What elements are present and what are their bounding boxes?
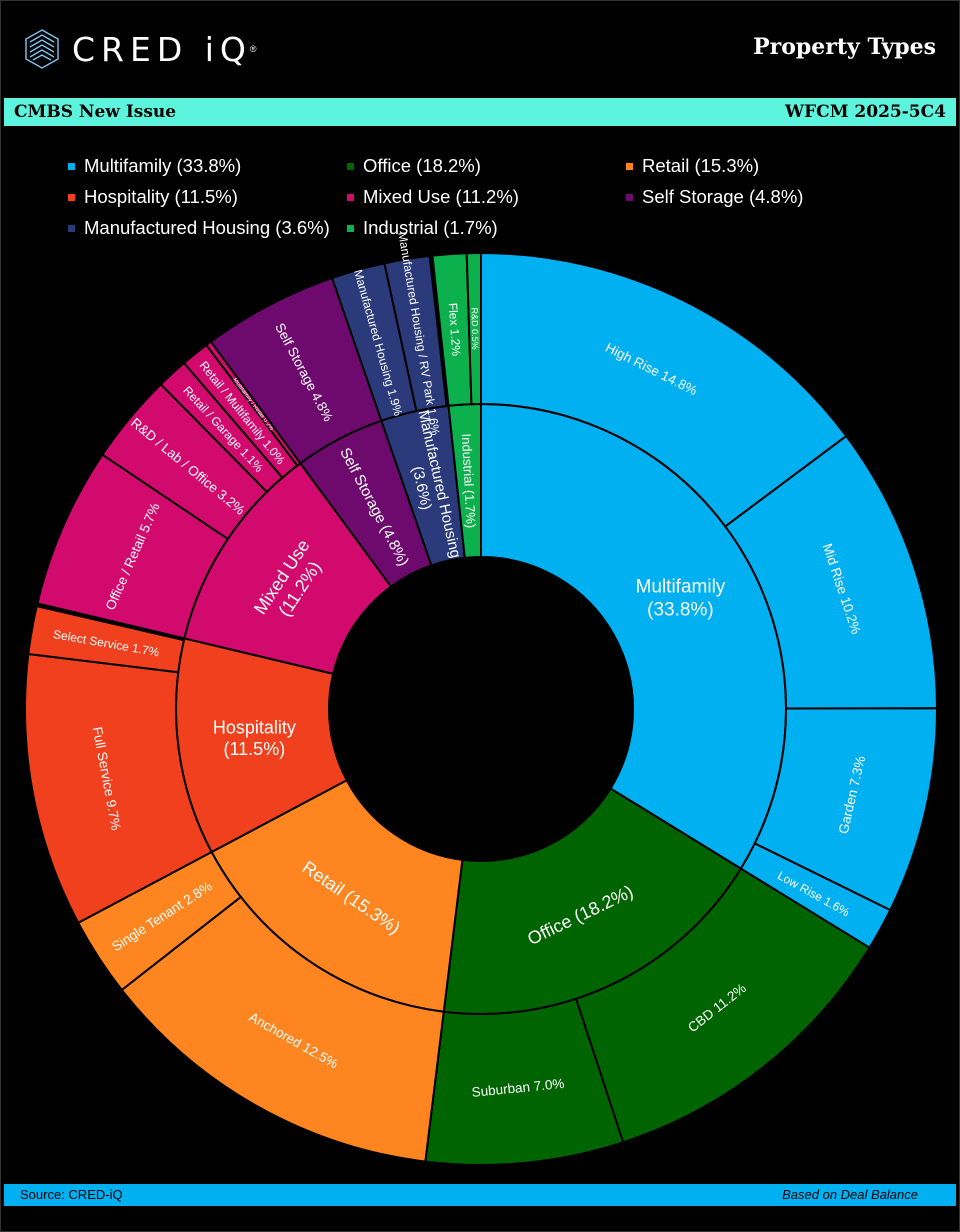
category-label-line: Hospitality — [213, 717, 296, 737]
legend-swatch — [68, 224, 75, 232]
legend-item: Retail (15.3%) — [626, 155, 759, 177]
legend-item: Industrial (1.7%) — [347, 217, 498, 239]
footer-bar: Source: CRED-iQ Based on Deal Balance — [4, 1184, 956, 1206]
brand-name: CRED iQ — [72, 29, 252, 69]
legend-label: Industrial (1.7%) — [363, 217, 498, 238]
legend-label: Multifamily (33.8%) — [84, 155, 242, 176]
category-label: Hospitality (11.5%) — [213, 717, 296, 759]
legend-label: Self Storage (4.8%) — [642, 186, 804, 207]
legend-label: Hospitality (11.5%) — [84, 186, 238, 207]
page-title: Property Types — [753, 34, 936, 60]
category-label-line: (11.5%) — [223, 739, 285, 759]
legend-swatch — [347, 162, 354, 170]
legend-swatch — [347, 193, 354, 201]
deal-bar: CMBS New Issue WFCM 2025-5C4 — [4, 98, 956, 126]
subtype-label: R&D 0.5% — [470, 307, 481, 349]
legend-item: Multifamily (33.8%) — [68, 155, 241, 177]
header: CRED iQ ® Property Types — [0, 0, 960, 97]
subtype-label-line: R&D 0.5% — [470, 307, 481, 349]
legend-label: Mixed Use (11.2%) — [363, 186, 519, 207]
subtype-r-d-0-5-arc — [465, 251, 482, 406]
category-label: Industrial (1.7%) — [459, 433, 479, 528]
legend-swatch — [68, 162, 75, 170]
legend-swatch — [626, 193, 633, 201]
registered-mark: ® — [249, 44, 257, 54]
legend-item: Manufactured Housing (3.6%) — [68, 217, 330, 239]
category-label: Multifamily (33.8%) — [636, 577, 726, 621]
category-label-line: (33.8%) — [647, 600, 714, 621]
subtype-select-service-1-7-arc — [27, 604, 186, 674]
subtype-label-line: Flex 1.2% — [446, 302, 464, 357]
credIQ-logo: CRED iQ ® — [24, 28, 257, 70]
legend-label: Retail (15.3%) — [642, 155, 760, 176]
legend-swatch — [68, 193, 75, 201]
deal-name: WFCM 2025-5C4 — [785, 102, 946, 122]
subtype-label: Flex 1.2% — [446, 302, 464, 357]
logo-icon — [25, 29, 59, 69]
chart-legend: Multifamily (33.8%) Office (18.2%) Retail … — [0, 150, 960, 245]
legend-label: Office (18.2%) — [363, 155, 481, 176]
category-label-line: Multifamily — [636, 577, 726, 598]
category-label-line: Industrial (1.7%) — [459, 433, 479, 528]
source-note: Source: CRED-iQ — [20, 1187, 123, 1202]
legend-item: Mixed Use (11.2%) — [347, 186, 519, 208]
donut-hole — [329, 557, 633, 861]
legend-item: Office (18.2%) — [347, 155, 481, 177]
legend-item: Self Storage (4.8%) — [626, 186, 803, 208]
legend-swatch — [347, 224, 354, 232]
legend-swatch — [626, 162, 633, 170]
basis-note: Based on Deal Balance — [782, 1187, 918, 1202]
legend-label: Manufactured Housing (3.6%) — [84, 217, 330, 238]
legend-item: Hospitality (11.5%) — [68, 186, 238, 208]
deal-category: CMBS New Issue — [14, 102, 177, 122]
subtype-manufactured-housing-rv-park-1-6-arc — [383, 254, 448, 413]
